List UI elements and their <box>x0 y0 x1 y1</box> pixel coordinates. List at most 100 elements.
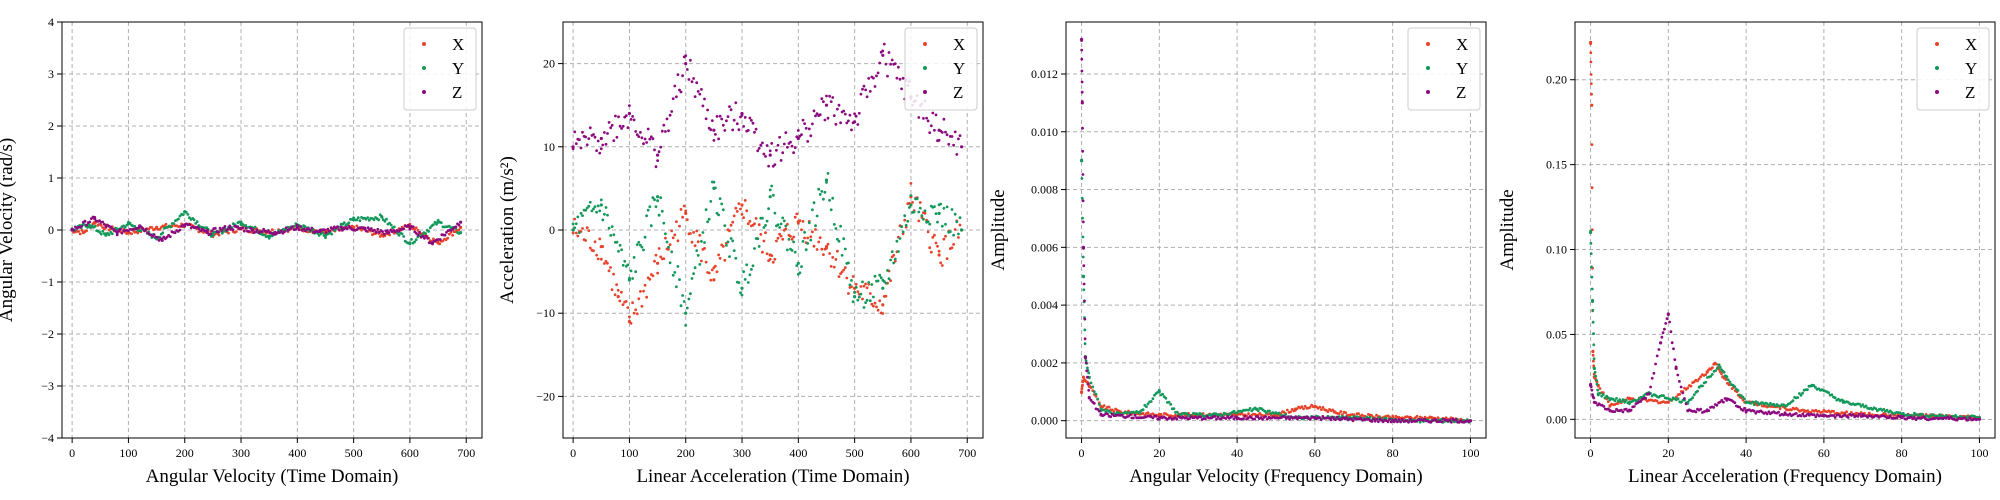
data-point <box>779 222 783 226</box>
data-point <box>670 229 674 233</box>
data-point <box>1895 416 1899 420</box>
legend-marker <box>1935 42 1939 46</box>
data-point <box>823 118 827 122</box>
data-point <box>746 222 750 226</box>
data-point <box>945 257 949 260</box>
data-point <box>1204 417 1207 421</box>
data-point <box>345 227 349 231</box>
data-point <box>1885 408 1889 412</box>
data-point <box>1718 365 1722 369</box>
data-point <box>679 208 683 211</box>
data-point <box>1676 373 1680 377</box>
data-point <box>1619 400 1623 403</box>
data-point <box>737 128 741 132</box>
data-point <box>578 138 581 142</box>
data-point <box>620 290 623 294</box>
data-point <box>1955 418 1959 422</box>
y-tick-label: 0.000 <box>1031 414 1058 428</box>
data-point <box>623 259 627 263</box>
legend-box <box>1407 27 1481 111</box>
data-point <box>642 248 645 252</box>
data-point <box>279 229 283 233</box>
y-tick-label: −10 <box>536 306 555 320</box>
data-point <box>803 231 806 234</box>
data-point <box>1833 416 1837 419</box>
data-point <box>723 258 727 262</box>
data-point <box>742 125 745 128</box>
data-point <box>776 236 780 240</box>
y-tick-label: 0.006 <box>1031 240 1058 254</box>
data-point <box>1666 400 1670 404</box>
data-point <box>1215 417 1218 421</box>
data-point <box>1624 407 1628 411</box>
data-point <box>842 237 846 241</box>
data-point <box>693 95 697 98</box>
data-point <box>857 111 861 115</box>
data-point <box>940 131 944 134</box>
data-point <box>612 272 615 276</box>
data-point <box>698 233 702 237</box>
data-point <box>1359 416 1363 420</box>
data-point <box>1092 390 1096 393</box>
data-point <box>104 233 108 237</box>
data-point <box>659 255 663 259</box>
data-point <box>1313 416 1317 420</box>
data-point <box>1097 403 1101 406</box>
data-point <box>1300 405 1304 409</box>
data-point <box>457 228 461 232</box>
data-point <box>657 150 661 154</box>
data-point <box>684 324 688 327</box>
data-point <box>637 297 641 301</box>
data-point <box>854 285 858 289</box>
data-point <box>915 197 919 201</box>
data-point <box>834 227 838 230</box>
data-point <box>739 207 742 211</box>
series-z <box>1080 37 1472 424</box>
data-point <box>1091 385 1095 389</box>
data-point <box>1357 412 1360 416</box>
data-point <box>651 274 655 278</box>
data-point <box>944 222 947 226</box>
data-point <box>717 137 720 141</box>
legend-label: X <box>452 35 464 54</box>
data-point <box>397 230 401 233</box>
data-point <box>781 151 785 155</box>
legend-label: Y <box>953 59 965 78</box>
data-point <box>610 225 614 229</box>
data-point <box>447 232 451 236</box>
data-point <box>1132 416 1135 420</box>
data-point <box>1321 406 1325 409</box>
data-point <box>1591 308 1595 312</box>
data-point <box>881 303 885 307</box>
data-point <box>1752 409 1756 413</box>
data-point <box>942 117 946 121</box>
data-point <box>856 298 860 302</box>
data-point <box>1966 418 1970 422</box>
data-point <box>689 58 692 62</box>
data-point <box>735 210 739 213</box>
data-point <box>1434 418 1437 422</box>
y-tick-label: −20 <box>536 389 555 403</box>
y-tick-label: −1 <box>41 275 54 289</box>
data-point <box>1590 388 1594 392</box>
chart-panel-3: 0 20 40 60 80 100 0.000 0.002 0.004 0.006 0.008 0.0… <box>988 21 1487 487</box>
data-point <box>331 227 335 231</box>
data-point <box>870 302 874 306</box>
data-point <box>754 127 758 131</box>
data-point <box>1080 159 1084 163</box>
data-point <box>1765 402 1769 406</box>
data-point <box>1827 391 1830 395</box>
data-point <box>1660 335 1664 339</box>
x-tick-label: 0 <box>570 446 576 460</box>
data-point <box>1814 386 1817 389</box>
data-point <box>665 240 669 244</box>
data-point <box>958 223 962 227</box>
data-point <box>1709 375 1713 378</box>
data-point <box>762 239 766 243</box>
data-point <box>642 142 645 146</box>
data-point <box>1592 366 1596 370</box>
data-point <box>1081 149 1085 153</box>
data-point <box>867 77 871 80</box>
data-point <box>573 226 577 230</box>
data-point <box>1601 393 1605 396</box>
